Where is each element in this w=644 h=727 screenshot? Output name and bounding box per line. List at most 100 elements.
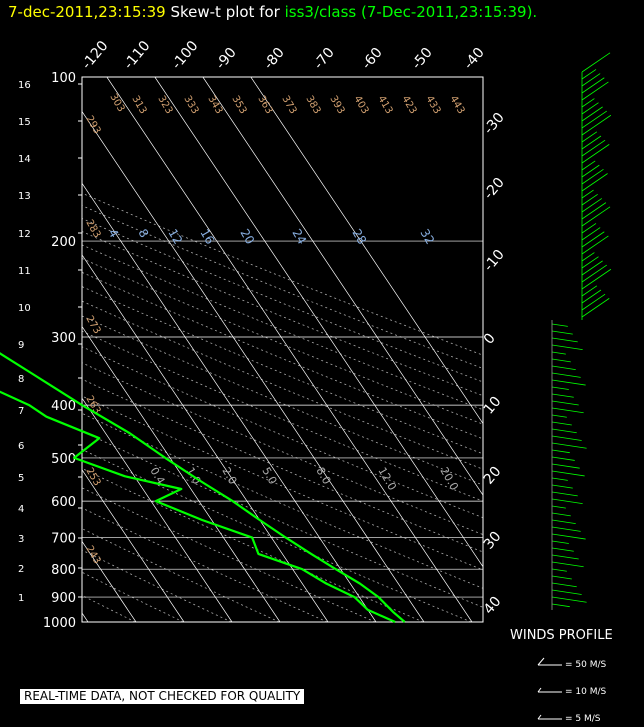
wind-barb bbox=[581, 285, 598, 297]
plot-frame bbox=[81, 76, 484, 623]
pressure-tick-label: 200 bbox=[51, 235, 76, 250]
theta-label: 443 bbox=[447, 94, 466, 116]
mixing-ratio-label-low: 20.0 bbox=[437, 465, 461, 493]
wind-barb bbox=[581, 260, 603, 276]
wind-barb bbox=[551, 337, 578, 343]
dry-adiabat bbox=[82, 362, 483, 536]
wind-barb bbox=[551, 526, 581, 532]
wind-barb bbox=[581, 110, 607, 129]
isotherm-line bbox=[82, 254, 329, 622]
chart-title: 7-dec-2011,23:15:39 Skew-t plot for iss3… bbox=[8, 3, 537, 21]
dry-adiabat bbox=[82, 378, 483, 553]
pressure-tick-label: 600 bbox=[51, 495, 76, 510]
wind-barb bbox=[581, 173, 608, 192]
theta-label: 323 bbox=[155, 94, 174, 116]
mixing-ratio-label: 28 bbox=[349, 227, 369, 247]
theta-label: 373 bbox=[279, 94, 298, 116]
isotherm-label-top: -80 bbox=[261, 45, 288, 73]
temperature-profile bbox=[0, 352, 406, 623]
wind-barbs bbox=[551, 52, 612, 610]
wind-barb bbox=[551, 393, 574, 398]
wind-barb bbox=[551, 540, 569, 544]
height-tick-label: 12 bbox=[18, 229, 31, 240]
wind-barb bbox=[551, 547, 574, 552]
wind-legend-flag bbox=[537, 687, 542, 693]
wind-barb bbox=[551, 484, 573, 489]
height-tick-label: 13 bbox=[18, 191, 31, 202]
isotherm-label-right: 0 bbox=[481, 330, 499, 347]
pressure-tick-label: 800 bbox=[51, 563, 76, 578]
wind-barb bbox=[551, 400, 579, 406]
title-date: 7-dec-2011,23:15:39 bbox=[8, 3, 166, 21]
wind-barb bbox=[581, 52, 611, 73]
dry-adiabat bbox=[82, 528, 280, 622]
isotherm-line bbox=[154, 77, 483, 568]
wind-barb bbox=[551, 512, 571, 517]
wind-barb bbox=[581, 160, 596, 171]
wind-barb bbox=[581, 223, 597, 234]
theta-label: 283 bbox=[83, 218, 102, 240]
mixing-ratio-label: 16 bbox=[197, 227, 217, 247]
height-tick-label: 2 bbox=[18, 564, 24, 575]
theta-label: 423 bbox=[399, 94, 418, 116]
isotherm-label-top: -70 bbox=[311, 45, 338, 73]
isotherm-line bbox=[82, 469, 185, 622]
dry-adiabat bbox=[82, 330, 483, 502]
wind-legend-flag bbox=[537, 714, 542, 720]
wind-barb bbox=[581, 293, 606, 311]
wind-barb bbox=[581, 193, 598, 206]
wind-barb bbox=[551, 505, 566, 509]
isotherm-line bbox=[82, 182, 377, 622]
wind-barb bbox=[551, 449, 570, 454]
height-tick-label: 16 bbox=[18, 80, 31, 91]
wind-barb bbox=[581, 139, 606, 157]
title-text: Skew-t plot for bbox=[165, 3, 285, 21]
isotherm-label-top: -50 bbox=[409, 45, 436, 73]
wind-barb bbox=[581, 81, 609, 101]
wind-barb bbox=[581, 135, 602, 150]
height-tick-label: 7 bbox=[18, 406, 24, 417]
isotherm-line bbox=[82, 325, 281, 622]
wind-barb bbox=[551, 568, 567, 572]
wind-legend-5: = 5 M/S bbox=[565, 714, 601, 724]
wind-barb bbox=[551, 386, 569, 390]
mixing-ratio-label: 12 bbox=[165, 227, 185, 247]
wind-barb bbox=[551, 414, 567, 418]
wind-barb bbox=[551, 596, 587, 603]
wind-barb bbox=[551, 407, 584, 414]
isotherm-label-right: 30 bbox=[481, 529, 505, 553]
isotherm-label-right: -20 bbox=[481, 175, 508, 203]
theta-label: 413 bbox=[375, 94, 394, 116]
wind-barb bbox=[581, 114, 612, 136]
dry-adiabat bbox=[82, 346, 483, 519]
wind-barb bbox=[551, 554, 579, 560]
isotherms bbox=[82, 77, 483, 622]
wind-barb bbox=[551, 589, 582, 595]
wind-legend-10: = 10 M/S bbox=[565, 687, 607, 697]
mixing-ratio-label: 8 bbox=[135, 227, 151, 241]
dry-adiabat bbox=[82, 430, 483, 608]
wind-barb bbox=[551, 575, 572, 580]
dry-adiabat bbox=[82, 300, 483, 470]
height-tick-label: 11 bbox=[18, 266, 31, 277]
wind-barb bbox=[551, 470, 585, 477]
wind-barb bbox=[551, 358, 571, 363]
theta-label: 433 bbox=[423, 94, 442, 116]
wind-barb bbox=[581, 252, 595, 262]
wind-barb bbox=[551, 456, 575, 461]
wind-barb bbox=[551, 477, 568, 481]
isotherm-label-top: -90 bbox=[213, 45, 240, 73]
dry-adiabat bbox=[82, 244, 483, 411]
wind-barb bbox=[551, 351, 566, 355]
mixing-ratio-label-low: 2.0 bbox=[219, 465, 239, 487]
wind-legend-50: = 50 M/S bbox=[565, 660, 607, 670]
dry-adiabat bbox=[82, 467, 424, 622]
wind-barb bbox=[551, 365, 576, 370]
wind-barb bbox=[551, 323, 568, 327]
wind-barb bbox=[551, 603, 570, 608]
theta-label: 353 bbox=[229, 94, 248, 116]
wind-barb bbox=[581, 102, 599, 115]
dry-adiabat bbox=[82, 315, 483, 486]
isotherm-label-top: -100 bbox=[169, 38, 202, 73]
dry-adiabat bbox=[82, 395, 483, 571]
